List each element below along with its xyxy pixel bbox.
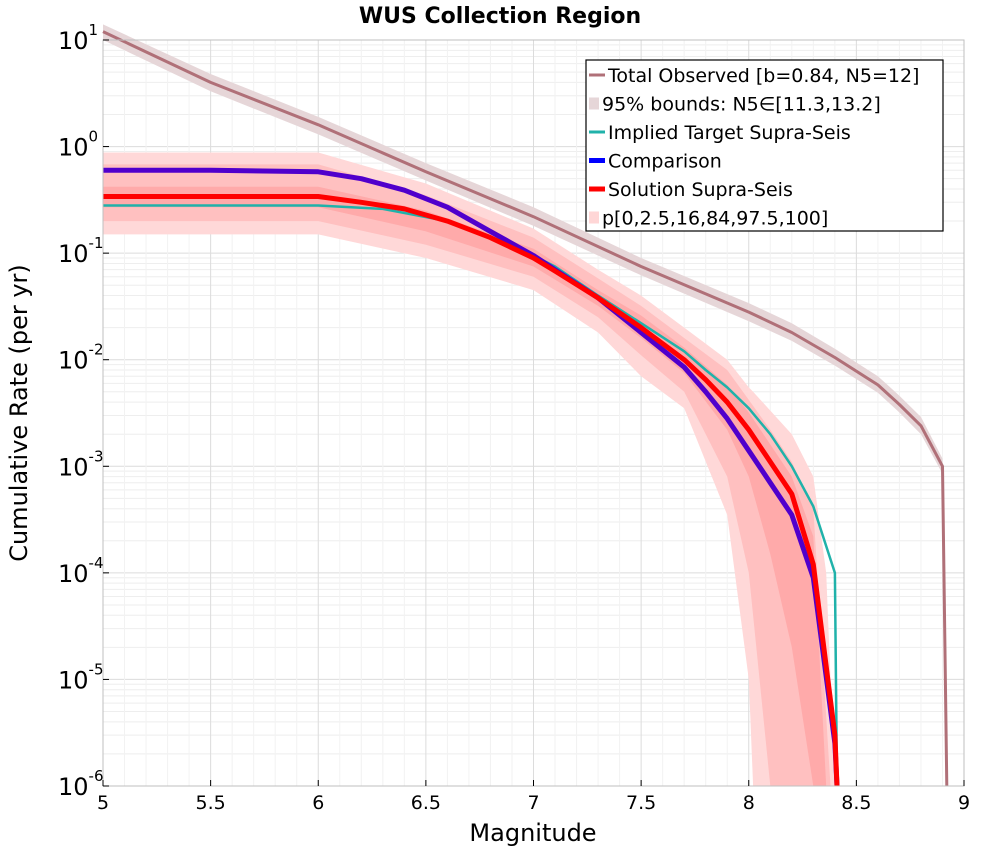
- y-tick-label: 10-5: [58, 660, 104, 694]
- legend-label: Implied Target Supra-Seis: [608, 122, 851, 144]
- legend-entries: Total Observed [b=0.84, N5=12] 95% bounds…: [589, 65, 919, 230]
- x-tick-label: 7: [527, 792, 539, 814]
- y-tick-label: 10-6: [58, 767, 104, 801]
- x-tick-label: 8: [743, 792, 755, 814]
- x-tick-label: 5.5: [196, 792, 226, 814]
- legend-label: 95% bounds: N5∈[11.3,13.2]: [602, 94, 881, 116]
- x-tick-label: 6.5: [411, 792, 441, 814]
- band-area: [103, 24, 943, 474]
- x-axis-ticks: 5 5.5 6 6.5 7 7.5 8 8.5 9: [97, 780, 970, 814]
- y-tick-label: 10-3: [58, 447, 104, 481]
- x-tick-label: 5: [97, 792, 109, 814]
- x-axis-label: Magnitude: [469, 819, 596, 847]
- band-area: [103, 164, 831, 786]
- legend-label: Solution Supra-Seis: [608, 179, 793, 201]
- series-line: [102, 30, 949, 787]
- series-line: [103, 204, 839, 787]
- y-tick-label: 10-4: [58, 554, 104, 588]
- band-area: [103, 152, 835, 786]
- legend-label: p[0,2.5,16,84,97.5,100]: [602, 208, 828, 230]
- x-tick-label: 7.5: [626, 792, 656, 814]
- x-tick-label: 6: [312, 792, 324, 814]
- legend-label: Total Observed [b=0.84, N5=12]: [607, 65, 919, 87]
- legend-swatch: [589, 97, 599, 110]
- legend-label: Comparison: [608, 151, 722, 173]
- legend-swatch: [589, 211, 599, 224]
- y-tick-label: 10-1: [58, 234, 104, 268]
- y-axis-ticks: 10-6 10-5 10-4 10-3 10-2 10-1 100 101: [58, 21, 109, 801]
- chart-title: WUS Collection Region: [359, 4, 641, 29]
- legend-box: [585, 59, 944, 232]
- legend: Total Observed [b=0.84, N5=12] 95% bounds…: [585, 59, 944, 232]
- y-axis-label: Cumulative Rate (per yr): [5, 264, 33, 562]
- y-tick-label: 10-2: [58, 341, 104, 375]
- series-line: [103, 194, 840, 787]
- series-lines: [102, 30, 949, 787]
- x-tick-label: 8.5: [841, 792, 871, 814]
- y-tick-label: 101: [58, 21, 98, 55]
- x-tick-label: 9: [958, 792, 970, 814]
- y-tick-label: 100: [58, 128, 98, 162]
